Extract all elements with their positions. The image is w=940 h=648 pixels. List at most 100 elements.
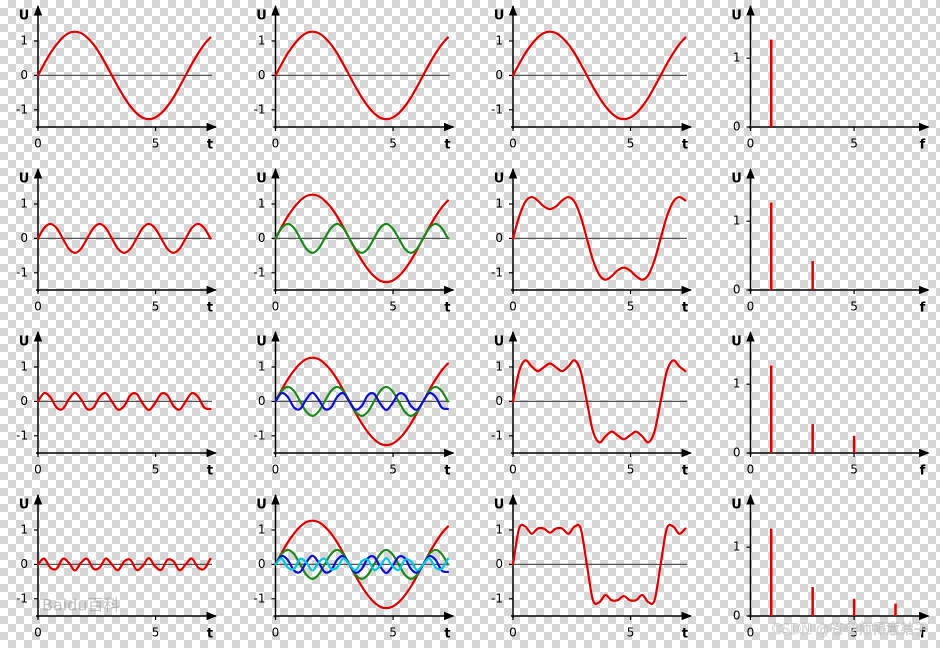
y-tick-label: 0 bbox=[733, 446, 741, 460]
y-axis-label: U bbox=[494, 498, 505, 513]
spectrum-bar bbox=[894, 603, 897, 616]
x-tick-label: 5 bbox=[627, 137, 635, 151]
y-tick-label: 0 bbox=[495, 231, 503, 245]
x-tick-label: 5 bbox=[850, 626, 858, 640]
y-tick-label: -1 bbox=[491, 102, 503, 116]
y-tick-label: -1 bbox=[491, 265, 503, 279]
x-tick-label: 0 bbox=[509, 137, 517, 151]
x-tick-label: 0 bbox=[34, 626, 42, 640]
y-tick-label: -1 bbox=[491, 591, 503, 605]
chart-panel: 0 5 -1 0 1 t U bbox=[491, 493, 693, 642]
y-tick-label: 0 bbox=[258, 394, 266, 408]
x-axis-label: t bbox=[682, 301, 688, 316]
x-tick-label: 0 bbox=[272, 300, 280, 314]
y-tick-label: 1 bbox=[733, 540, 741, 554]
chart-panel: 0 5 0 1 f U bbox=[731, 330, 930, 479]
y-tick-label: -1 bbox=[254, 428, 266, 442]
x-axis-label: t bbox=[444, 627, 450, 642]
y-axis-label: U bbox=[494, 172, 505, 187]
wave-line bbox=[36, 222, 212, 254]
y-tick-label: 1 bbox=[495, 33, 503, 47]
spectrum-bar bbox=[769, 528, 773, 616]
x-tick-label: 5 bbox=[152, 463, 160, 477]
spectrum-bar bbox=[769, 365, 773, 453]
x-axis-label: t bbox=[444, 138, 450, 153]
y-axis-label: U bbox=[494, 9, 505, 24]
y-tick-label: 0 bbox=[20, 394, 28, 408]
x-tick-label: 5 bbox=[152, 626, 160, 640]
x-tick-label: 0 bbox=[747, 137, 755, 151]
y-tick-label: 1 bbox=[733, 214, 741, 228]
wave-line bbox=[36, 30, 212, 121]
y-axis-label: U bbox=[731, 498, 742, 513]
x-axis-label: t bbox=[444, 464, 450, 479]
spectrum-bar bbox=[769, 39, 773, 127]
wave-line bbox=[36, 391, 212, 412]
y-axis-label: U bbox=[19, 498, 30, 513]
y-axis-label: U bbox=[19, 172, 30, 187]
x-tick-label: 5 bbox=[152, 300, 160, 314]
x-axis-label: t bbox=[207, 301, 213, 316]
y-tick-label: -1 bbox=[16, 428, 28, 442]
x-tick-label: 0 bbox=[747, 626, 755, 640]
y-tick-label: 0 bbox=[258, 231, 266, 245]
y-axis-label: U bbox=[731, 335, 742, 350]
y-tick-label: 1 bbox=[733, 51, 741, 65]
y-axis-label: U bbox=[19, 9, 30, 24]
wave-line bbox=[511, 30, 687, 121]
x-tick-label: 5 bbox=[389, 463, 397, 477]
x-axis-label: t bbox=[207, 464, 213, 479]
x-axis-label: t bbox=[682, 138, 688, 153]
wave-line bbox=[274, 222, 449, 254]
y-tick-label: 1 bbox=[495, 522, 503, 536]
y-tick-label: 1 bbox=[495, 359, 503, 373]
y-tick-label: 0 bbox=[495, 557, 503, 571]
x-tick-label: 5 bbox=[850, 137, 858, 151]
spectrum-bar bbox=[811, 587, 814, 616]
chart-panel: 0 5 -1 0 1 t U bbox=[254, 493, 455, 642]
y-tick-label: 1 bbox=[258, 33, 266, 47]
x-tick-label: 0 bbox=[509, 300, 517, 314]
y-tick-label: 0 bbox=[20, 68, 28, 82]
x-tick-label: 5 bbox=[627, 300, 635, 314]
x-tick-label: 0 bbox=[747, 300, 755, 314]
wave-line bbox=[274, 30, 449, 121]
y-axis-label: U bbox=[494, 335, 505, 350]
x-tick-label: 0 bbox=[509, 463, 517, 477]
x-tick-label: 5 bbox=[627, 463, 635, 477]
wave-line bbox=[511, 359, 687, 444]
x-tick-label: 5 bbox=[389, 626, 397, 640]
x-tick-label: 0 bbox=[34, 300, 42, 314]
wave-line bbox=[511, 195, 687, 281]
x-tick-label: 0 bbox=[272, 137, 280, 151]
panels: 0 5 -1 0 1 t U 0 5 -1 0 1 t U 0 5 -1 0 1 t U 0 5 0 1 f U 0 5 -1 0 1 t U 0 5… bbox=[16, 4, 930, 642]
y-tick-label: -1 bbox=[254, 591, 266, 605]
y-tick-label: 0 bbox=[20, 231, 28, 245]
x-tick-label: 0 bbox=[272, 626, 280, 640]
wave-line bbox=[36, 557, 212, 572]
x-tick-label: 0 bbox=[509, 626, 517, 640]
chart-panel: 0 5 -1 0 1 t U bbox=[254, 4, 455, 153]
spectrum-bar bbox=[852, 435, 856, 453]
spectrum-bar bbox=[769, 202, 773, 290]
x-axis-label: t bbox=[682, 627, 688, 642]
x-tick-label: 5 bbox=[389, 137, 397, 151]
y-tick-label: 0 bbox=[733, 283, 741, 297]
wave-line bbox=[274, 391, 449, 412]
x-axis-label: t bbox=[207, 627, 213, 642]
y-tick-label: 1 bbox=[20, 33, 28, 47]
chart-panel: 0 5 -1 0 1 t U bbox=[16, 4, 218, 153]
y-tick-label: -1 bbox=[16, 265, 28, 279]
chart-panel: 0 5 -1 0 1 t U bbox=[491, 4, 693, 153]
y-tick-label: 0 bbox=[495, 394, 503, 408]
chart-panel: 0 5 -1 0 1 t U bbox=[254, 330, 455, 479]
y-axis-label: U bbox=[256, 172, 267, 187]
y-tick-label: 1 bbox=[20, 359, 28, 373]
x-tick-label: 5 bbox=[389, 300, 397, 314]
y-axis-label: U bbox=[256, 335, 267, 350]
y-tick-label: -1 bbox=[254, 102, 266, 116]
y-tick-label: 1 bbox=[258, 196, 266, 210]
y-tick-label: 1 bbox=[20, 522, 28, 536]
x-tick-label: 5 bbox=[850, 463, 858, 477]
